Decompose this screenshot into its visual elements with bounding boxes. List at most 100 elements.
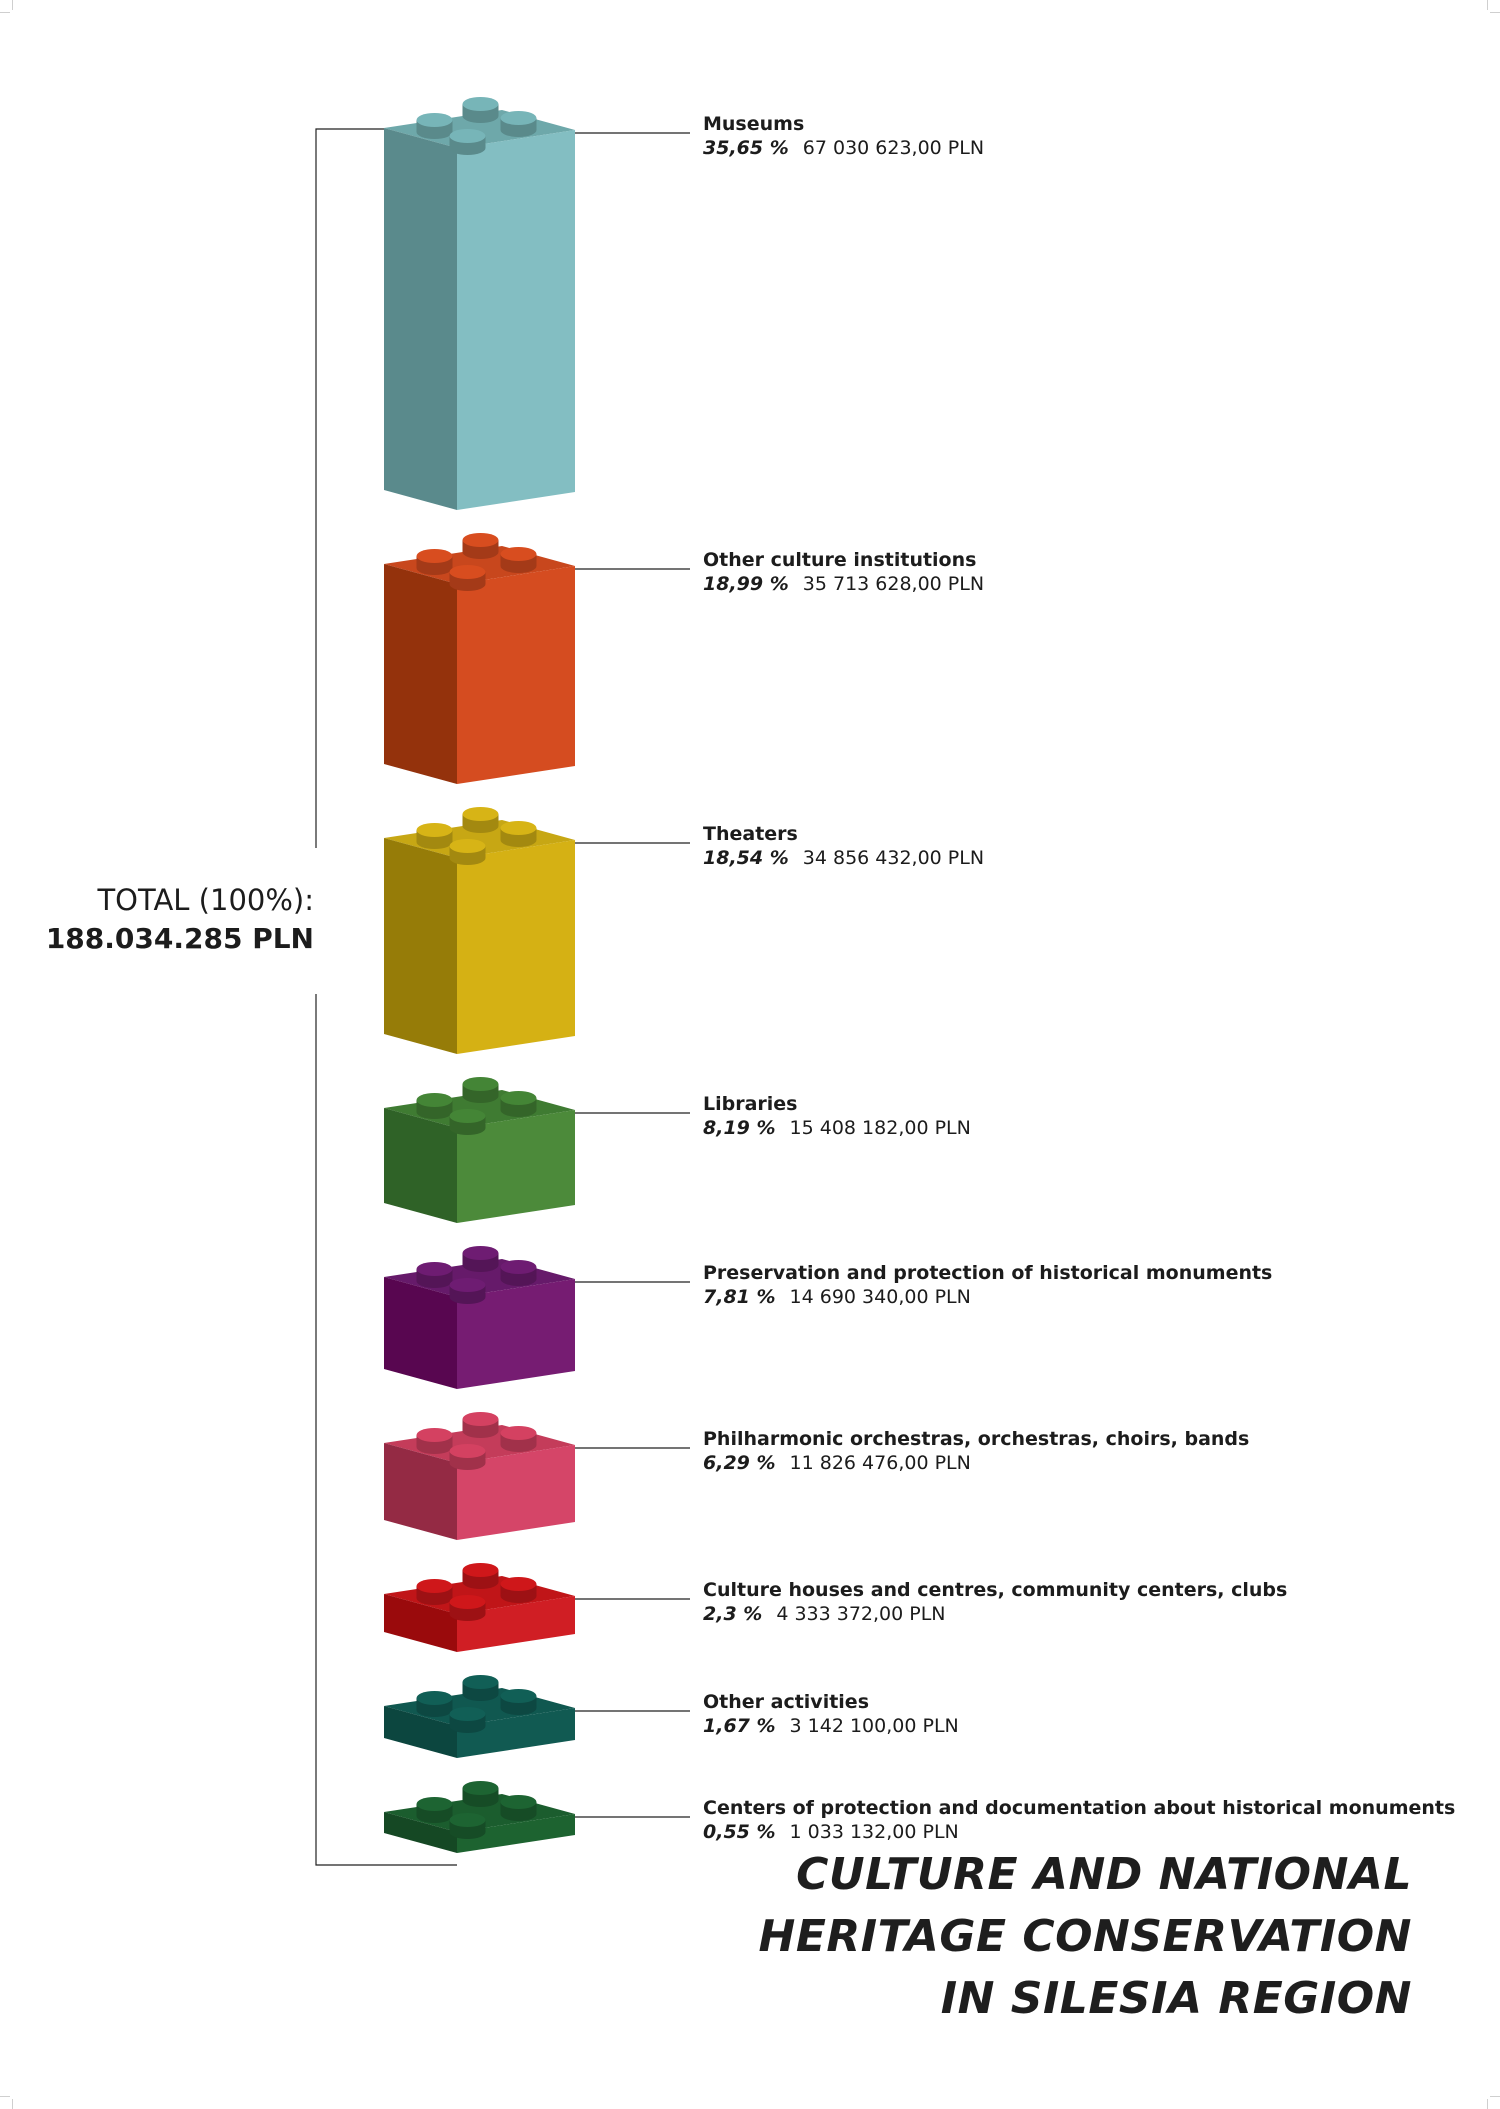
brick-stud bbox=[416, 1428, 453, 1454]
brick-stud bbox=[449, 1707, 486, 1733]
category-values: 6,29 % 11 826 476,00 PLN bbox=[703, 1451, 1249, 1475]
total-bracket bbox=[315, 128, 457, 1866]
category-label: Theaters 18,54 % 34 856 432,00 PLN bbox=[703, 822, 984, 870]
brick-stud bbox=[462, 807, 499, 833]
category-name: Philharmonic orchestras, orchestras, cho… bbox=[703, 1428, 1250, 1450]
bracket-top bbox=[315, 128, 384, 848]
category-label: Centers of protection and documentation … bbox=[703, 1796, 1455, 1844]
category-percent: 7,81 % bbox=[703, 1286, 776, 1308]
brick-stud bbox=[416, 823, 453, 849]
category-values: 0,55 % 1 033 132,00 PLN bbox=[703, 1820, 1455, 1844]
crop-mark-top-left-v bbox=[12, 0, 13, 10]
category-percent: 2,3 % bbox=[703, 1603, 763, 1625]
brick-front-face bbox=[457, 566, 575, 784]
category-name: Other activities bbox=[703, 1691, 869, 1713]
brick-4 bbox=[384, 1077, 575, 1223]
crop-mark-bottom-right-v bbox=[1487, 2099, 1488, 2109]
category-values: 1,67 % 3 142 100,00 PLN bbox=[703, 1714, 959, 1738]
category-percent: 18,99 % bbox=[703, 573, 789, 595]
brick-left-face bbox=[384, 1443, 457, 1540]
category-label: Libraries 8,19 % 15 408 182,00 PLN bbox=[703, 1092, 971, 1140]
crop-mark-bottom-left bbox=[0, 2096, 10, 2097]
brick-front-face bbox=[457, 1814, 575, 1853]
category-percent: 6,29 % bbox=[703, 1452, 776, 1474]
brick-left-face bbox=[384, 564, 457, 784]
category-name: Culture houses and centres, community ce… bbox=[703, 1579, 1288, 1601]
category-amount: 35 713 628,00 PLN bbox=[802, 573, 985, 595]
brick-5 bbox=[384, 1246, 575, 1389]
category-name: Other culture institutions bbox=[703, 549, 977, 571]
category-amount: 1 033 132,00 PLN bbox=[789, 1821, 959, 1843]
category-values: 8,19 % 15 408 182,00 PLN bbox=[703, 1116, 971, 1140]
brick-stud bbox=[500, 111, 537, 137]
category-values: 18,54 % 34 856 432,00 PLN bbox=[703, 846, 984, 870]
total-label: TOTAL (100%): bbox=[97, 883, 314, 917]
brick-stud bbox=[416, 1797, 453, 1823]
chart-title: CULTURE AND NATIONAL HERITAGE CONSERVATI… bbox=[759, 1844, 1412, 2030]
category-percent: 1,67 % bbox=[703, 1715, 776, 1737]
category-name: Theaters bbox=[703, 823, 798, 845]
leader-lines bbox=[575, 132, 690, 1818]
brick-stud bbox=[462, 533, 499, 559]
brick-stud bbox=[449, 839, 486, 865]
category-values: 2,3 % 4 333 372,00 PLN bbox=[703, 1602, 1287, 1626]
category-percent: 8,19 % bbox=[703, 1117, 776, 1139]
category-amount: 14 690 340,00 PLN bbox=[789, 1286, 971, 1308]
brick-3 bbox=[384, 807, 575, 1054]
brick-stud bbox=[462, 1412, 499, 1438]
brick-stud bbox=[500, 1577, 537, 1603]
category-name: Preservation and protection of historica… bbox=[703, 1262, 1273, 1284]
brick-9 bbox=[384, 1781, 575, 1853]
brick-1 bbox=[384, 97, 575, 510]
crop-mark-top-left bbox=[0, 12, 10, 13]
brick-stud bbox=[416, 549, 453, 575]
category-amount: 3 142 100,00 PLN bbox=[789, 1715, 959, 1737]
brick-2 bbox=[384, 533, 575, 784]
category-values: 7,81 % 14 690 340,00 PLN bbox=[703, 1285, 1272, 1309]
brick-6 bbox=[384, 1412, 575, 1540]
brick-left-face bbox=[384, 1706, 457, 1758]
category-name: Libraries bbox=[703, 1093, 798, 1115]
category-name: Centers of protection and documentation … bbox=[703, 1797, 1456, 1819]
brick-front-face bbox=[457, 1110, 575, 1223]
category-amount: 11 826 476,00 PLN bbox=[789, 1452, 971, 1474]
brick-front-face bbox=[457, 1596, 575, 1652]
brick-stud bbox=[449, 1278, 486, 1304]
brick-left-face bbox=[384, 128, 457, 510]
brick-stud bbox=[500, 1795, 537, 1821]
title-line-2: HERITAGE CONSERVATION bbox=[758, 1911, 1412, 1962]
category-label: Philharmonic orchestras, orchestras, cho… bbox=[703, 1427, 1249, 1475]
brick-stud bbox=[500, 1426, 537, 1452]
category-label: Other culture institutions 18,99 % 35 713 … bbox=[703, 548, 984, 596]
brick-stud bbox=[462, 97, 499, 123]
total-summary: TOTAL (100%): 188.034.285 PLN bbox=[46, 880, 314, 958]
crop-mark-bottom-left-v bbox=[12, 2099, 13, 2109]
brick-front-face bbox=[457, 840, 575, 1054]
brick-8 bbox=[384, 1675, 575, 1758]
category-label: Museums 35,65 % 67 030 623,00 PLN bbox=[703, 112, 984, 160]
brick-front-face bbox=[457, 1708, 575, 1758]
brick-stud bbox=[462, 1077, 499, 1103]
title-line-1: CULTURE AND NATIONAL bbox=[796, 1849, 1412, 1900]
brick-front-face bbox=[457, 1279, 575, 1389]
brick-7 bbox=[384, 1563, 575, 1652]
brick-stud bbox=[449, 1595, 486, 1621]
brick-front-face bbox=[457, 1445, 575, 1540]
category-amount: 34 856 432,00 PLN bbox=[802, 847, 985, 869]
total-value: 188.034.285 PLN bbox=[45, 922, 314, 955]
brick-stud bbox=[416, 1262, 453, 1288]
category-percent: 35,65 % bbox=[703, 137, 789, 159]
brick-stud bbox=[449, 129, 486, 155]
crop-mark-bottom-right bbox=[1490, 2096, 1500, 2097]
category-percent: 18,54 % bbox=[703, 847, 789, 869]
brick-stud bbox=[462, 1563, 499, 1589]
category-label: Preservation and protection of historica… bbox=[703, 1261, 1272, 1309]
brick-stud bbox=[449, 1109, 486, 1135]
brick-stud bbox=[500, 1260, 537, 1286]
brick-left-face bbox=[384, 1812, 457, 1853]
brick-front-face bbox=[457, 130, 575, 510]
brick-left-face bbox=[384, 1277, 457, 1389]
brick-stack bbox=[384, 97, 575, 1853]
brick-stud bbox=[500, 547, 537, 573]
